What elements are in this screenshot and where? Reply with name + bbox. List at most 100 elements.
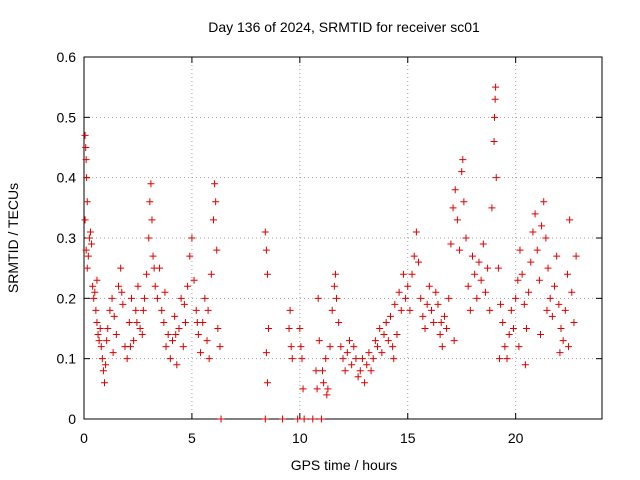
data-point [286, 306, 294, 314]
data-point [434, 300, 442, 308]
data-point [516, 246, 524, 254]
x-axis-label: GPS time / hours [291, 457, 398, 473]
data-point [386, 312, 394, 320]
data-point [415, 258, 423, 266]
data-point [374, 343, 382, 351]
data-point [322, 355, 330, 363]
data-point [134, 282, 142, 290]
data-point [518, 270, 526, 278]
data-point [419, 312, 427, 320]
data-point [297, 343, 305, 351]
data-point [507, 306, 515, 314]
data-point [139, 306, 147, 314]
x-tick-label: 10 [292, 430, 308, 446]
data-point [85, 234, 93, 242]
data-point [320, 379, 328, 387]
data-point [352, 355, 360, 363]
data-point [464, 282, 472, 290]
data-point [88, 240, 96, 248]
data-point [389, 343, 397, 351]
data-point [133, 318, 141, 326]
data-point [425, 282, 433, 290]
data-point [369, 355, 377, 363]
data-point [192, 306, 200, 314]
data-point [566, 216, 574, 224]
data-point [82, 246, 90, 254]
data-point [180, 300, 188, 308]
data-point [188, 234, 196, 242]
data-point [318, 367, 326, 375]
data-point [143, 270, 151, 278]
data-point [123, 355, 131, 363]
data-point [384, 337, 392, 345]
data-point [96, 325, 104, 332]
data-point [94, 331, 102, 339]
data-point [436, 331, 444, 339]
chart-title: Day 136 of 2024, SRMTID for receiver sc0… [208, 19, 480, 35]
data-point [491, 95, 499, 103]
data-point [175, 325, 183, 332]
data-point [132, 306, 140, 314]
data-points [81, 83, 580, 423]
data-point [262, 349, 270, 357]
data-point [527, 258, 535, 266]
data-point [443, 325, 451, 332]
data-point [494, 264, 502, 272]
data-point [207, 270, 215, 278]
data-point [92, 306, 100, 314]
data-point [177, 294, 185, 302]
data-point [378, 349, 386, 357]
data-point [492, 83, 500, 91]
data-point [380, 331, 388, 339]
data-point [501, 343, 509, 351]
data-point [158, 306, 166, 314]
data-point [402, 294, 410, 302]
data-point [160, 318, 168, 326]
data-point [521, 361, 529, 369]
data-point [522, 325, 530, 332]
data-point [194, 331, 202, 339]
data-point [147, 180, 155, 188]
data-point [130, 337, 138, 345]
data-point [210, 216, 217, 224]
data-point [112, 331, 120, 339]
data-point [543, 306, 551, 314]
data-point [568, 288, 576, 296]
data-point [150, 264, 158, 272]
data-point [505, 331, 513, 339]
data-point [510, 325, 518, 332]
data-point [557, 325, 565, 332]
data-point [162, 343, 170, 351]
data-point [81, 216, 89, 224]
y-tick-label: 0.2 [57, 290, 77, 306]
data-point [149, 252, 157, 260]
data-point [423, 300, 431, 308]
y-tick-label: 0.5 [57, 109, 77, 125]
data-point [330, 282, 338, 290]
data-point [356, 367, 364, 375]
x-tick-label: 15 [400, 430, 416, 446]
data-point [525, 288, 533, 296]
data-point [217, 415, 225, 423]
data-point [216, 343, 224, 351]
data-point [212, 198, 220, 206]
data-point [261, 228, 269, 236]
data-point [421, 325, 429, 332]
data-point [279, 415, 287, 423]
data-point [323, 391, 331, 399]
data-point [328, 306, 336, 314]
data-point [371, 337, 379, 345]
data-point [148, 216, 156, 224]
data-point [406, 306, 414, 314]
data-point [262, 246, 270, 254]
data-point [335, 318, 343, 326]
data-point [201, 294, 209, 302]
x-tick-label: 20 [508, 430, 524, 446]
data-point [81, 131, 89, 139]
data-point [408, 270, 416, 278]
data-point [449, 204, 457, 212]
x-tick-label: 5 [188, 430, 196, 446]
data-point [299, 385, 307, 393]
data-point [103, 337, 111, 345]
data-point [361, 379, 369, 387]
